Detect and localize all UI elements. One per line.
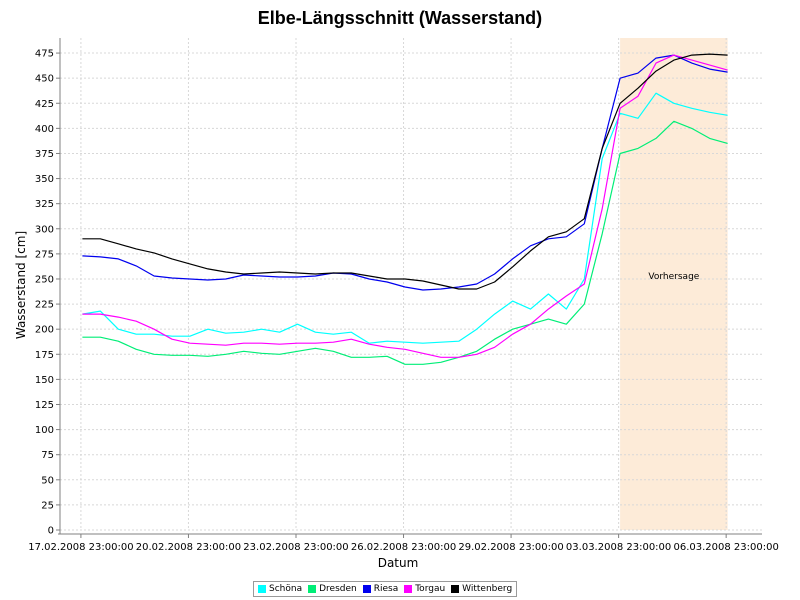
y-tick-label: 400 bbox=[35, 124, 54, 135]
series-line-2 bbox=[82, 120, 728, 365]
y-tick-label: 150 bbox=[35, 375, 54, 386]
legend-item: Torgau bbox=[404, 584, 445, 594]
legend-swatch bbox=[362, 585, 371, 593]
legend-item: Riesa bbox=[362, 584, 399, 594]
y-tick-label: 50 bbox=[41, 475, 54, 486]
forecast-label: Vorhersage bbox=[648, 272, 699, 282]
chart-title: Elbe-Längsschnitt (Wasserstand) bbox=[258, 8, 542, 28]
x-tick-label: 29.02.2008 23:00:00 bbox=[458, 542, 563, 553]
legend-item: Schöna bbox=[258, 584, 302, 594]
legend-label: Schöna bbox=[269, 584, 303, 594]
legend-label: Riesa bbox=[373, 584, 399, 594]
forecast-region bbox=[620, 38, 728, 530]
x-tick-label: 17.02.2008 23:00:00 bbox=[28, 542, 133, 553]
legend-item: Dresden bbox=[308, 584, 357, 594]
y-tick-label: 25 bbox=[41, 500, 54, 511]
y-tick-label: 0 bbox=[48, 526, 54, 537]
series-line-4 bbox=[82, 54, 728, 358]
x-tick-label: 26.02.2008 23:00:00 bbox=[351, 542, 456, 553]
plot-area: Vorhersage 0 25 50 75 100 125 150 175 200 225 250 27… bbox=[28, 38, 779, 553]
y-tick-label: 175 bbox=[35, 350, 54, 361]
y-tick-label: 225 bbox=[35, 300, 54, 311]
y-tick-label: 125 bbox=[35, 400, 54, 411]
x-tick-label: 03.03.2008 23:00:00 bbox=[566, 542, 671, 553]
y-tick-label: 100 bbox=[35, 425, 54, 436]
legend-label: Dresden bbox=[319, 584, 357, 594]
y-tick-label: 375 bbox=[35, 149, 54, 160]
legend-label: Torgau bbox=[415, 584, 446, 594]
legend-swatch bbox=[451, 585, 460, 593]
legend-swatch bbox=[258, 585, 266, 593]
y-tick-label: 450 bbox=[35, 74, 54, 85]
legend: Schöna Dresden Riesa Torgau Wittenberg bbox=[253, 581, 518, 597]
y-tick-label: 75 bbox=[41, 450, 54, 461]
x-tick-label: 20.02.2008 23:00:00 bbox=[136, 542, 241, 553]
y-axis-label: Wasserstand [cm] bbox=[14, 231, 28, 339]
y-tick-label: 250 bbox=[35, 274, 54, 285]
series-line-3 bbox=[82, 54, 728, 291]
y-tick-label: 275 bbox=[35, 249, 54, 260]
legend-label: Wittenberg bbox=[462, 584, 513, 594]
legend-swatch bbox=[308, 585, 317, 593]
series-line-1 bbox=[82, 92, 728, 344]
y-tick-label: 300 bbox=[35, 224, 54, 235]
y-tick-label: 475 bbox=[35, 49, 54, 60]
y-tick-label: 350 bbox=[35, 174, 54, 185]
x-tick-label: 06.03.2008 23:00:00 bbox=[673, 542, 778, 553]
x-tick-label: 23.02.2008 23:00:00 bbox=[243, 542, 348, 553]
legend-item: Wittenberg bbox=[451, 584, 512, 594]
y-tick-label: 200 bbox=[35, 325, 54, 336]
legend-swatch bbox=[404, 585, 413, 593]
series-line-5 bbox=[82, 53, 728, 290]
x-axis-label: Datum bbox=[378, 556, 419, 570]
y-tick-label: 325 bbox=[35, 199, 54, 210]
y-tick-label: 425 bbox=[35, 99, 54, 110]
